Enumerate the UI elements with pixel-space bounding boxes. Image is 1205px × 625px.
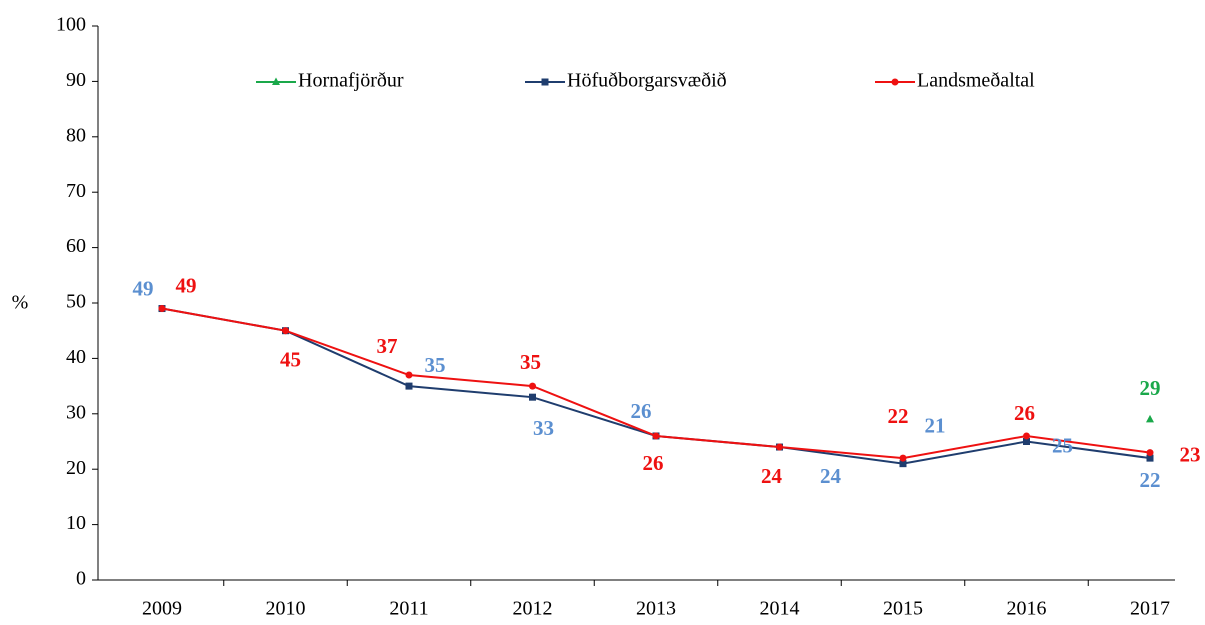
y-tick-label: 10: [66, 512, 86, 534]
point: [405, 371, 413, 379]
point: [652, 432, 660, 440]
data-label: 26: [643, 451, 664, 475]
y-tick-label: 0: [76, 568, 86, 590]
data-label: 21: [925, 413, 946, 437]
point: [158, 305, 166, 313]
point: [529, 393, 536, 401]
data-label: 22: [888, 404, 909, 428]
y-tick-label: 80: [66, 124, 86, 146]
point: [899, 454, 907, 462]
data-label: 35: [520, 350, 541, 374]
x-tick-label: 2014: [760, 598, 800, 620]
y-tick-label: 70: [66, 180, 86, 202]
point: [1023, 438, 1030, 445]
x-tick-label: 2011: [389, 598, 428, 620]
point: [405, 382, 413, 390]
y-tick-label: 50: [66, 291, 86, 313]
y-tick-label: 100: [56, 14, 86, 36]
data-label: 24: [761, 464, 783, 488]
legend-label: Landsmeðaltal: [917, 70, 1035, 92]
x-tick-label: 2012: [513, 598, 553, 620]
point: [1146, 414, 1154, 423]
x-tick-label: 2017: [1130, 598, 1170, 620]
x-tick-label: 2010: [266, 598, 306, 620]
data-label: 33: [533, 416, 554, 440]
y-tick-label: 30: [66, 401, 86, 423]
y-axis-label: %: [12, 292, 29, 314]
point: [776, 443, 783, 451]
point: [529, 382, 536, 390]
data-label: 49: [176, 273, 197, 297]
data-label: 45: [280, 348, 301, 372]
x-tick-label: 2016: [1007, 598, 1047, 620]
legend-marker: [541, 78, 549, 86]
data-label: 35: [425, 353, 446, 377]
data-label: 24: [820, 464, 842, 488]
data-label: 26: [631, 399, 652, 423]
point: [1023, 432, 1030, 440]
point: [1146, 454, 1154, 462]
data-label: 23: [1180, 442, 1201, 466]
legend-label: Höfuðborgarsvæðið: [567, 70, 727, 92]
y-tick-label: 90: [66, 69, 86, 91]
legend-marker: [272, 77, 280, 85]
data-label: 26: [1014, 401, 1035, 425]
data-label: 29: [1140, 376, 1161, 400]
data-label: 25: [1052, 433, 1073, 457]
point: [1146, 449, 1154, 457]
y-tick-label: 60: [66, 235, 86, 257]
data-label: 49: [133, 276, 154, 300]
x-tick-label: 2009: [142, 598, 182, 620]
y-tick-label: 40: [66, 346, 86, 368]
data-label: 22: [1140, 468, 1161, 492]
x-tick-label: 2015: [883, 598, 923, 620]
point: [899, 460, 907, 468]
legend-marker: [891, 78, 899, 86]
data-label: 37: [377, 334, 398, 358]
x-tick-label: 2013: [636, 598, 676, 620]
point: [282, 327, 289, 335]
y-tick-label: 20: [66, 457, 86, 479]
legend-label: Hornafjörður: [298, 70, 404, 92]
